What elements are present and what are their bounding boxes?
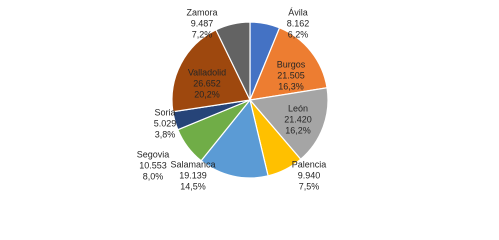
slice-label-value: 9.940 xyxy=(298,170,321,180)
slice-label-percent: 20,2% xyxy=(194,89,220,99)
slice-label-name: Soria xyxy=(154,107,175,117)
slice-label-name: Burgos xyxy=(277,59,306,69)
slice-label-percent: 7,5% xyxy=(299,181,320,191)
slice-label-name: Segovia xyxy=(137,149,170,159)
pie-slice xyxy=(215,21,251,101)
slice-label-value: 26.652 xyxy=(193,78,221,88)
slice-label-name: Valladolid xyxy=(188,67,226,77)
pie-slice xyxy=(249,27,328,101)
slice-label-percent: 7,2% xyxy=(192,29,213,39)
slice-label-value: 5.029 xyxy=(154,118,177,128)
pie-slice xyxy=(248,87,329,161)
slice-label-name: Salamanca xyxy=(170,159,215,169)
slice-label-percent: 8,0% xyxy=(143,171,164,181)
slice-label-name: Ávila xyxy=(288,7,308,17)
slice-label-value: 19.139 xyxy=(179,170,207,180)
slice-label-percent: 16,2% xyxy=(285,125,311,135)
slice-label-value: 9.487 xyxy=(191,18,214,28)
slice-label-value: 10.553 xyxy=(139,160,167,170)
slice-label-percent: 16,3% xyxy=(278,81,304,91)
slice-label-name: Zamora xyxy=(186,7,217,17)
slice-label-value: 8.162 xyxy=(287,18,310,28)
slice-label-percent: 6,2% xyxy=(288,29,309,39)
slice-label-value: 21.505 xyxy=(277,70,305,80)
slice-label-percent: 3,8% xyxy=(155,129,176,139)
pie-slice xyxy=(200,98,269,179)
slice-label-value: 21.420 xyxy=(284,114,312,124)
slice-label-name: León xyxy=(288,103,308,113)
pie-slice xyxy=(171,29,251,113)
slice-label-percent: 14,5% xyxy=(180,181,206,191)
slice-label-name: Palencia xyxy=(292,159,327,169)
